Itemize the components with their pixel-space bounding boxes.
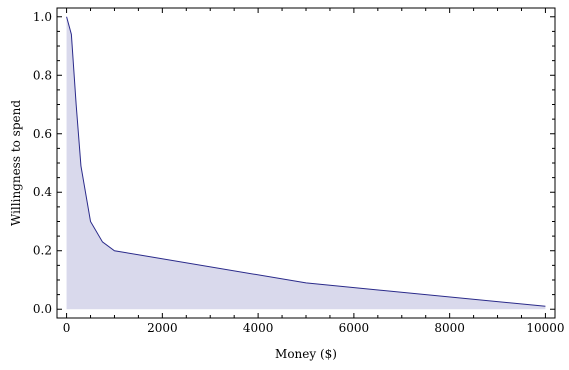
y-axis-title: Willingness to spend [9, 100, 23, 226]
x-axis-title: Money ($) [275, 347, 337, 361]
axis-ticks: 0 2000 4000 6000 8000 10000 0.0 0.2 0.4 0.6 0.8 1.0 [33, 8, 565, 335]
series-area-fill [66, 16, 546, 310]
y-tick-label: 0.0 [33, 302, 52, 316]
y-tick-label: 0.2 [33, 244, 52, 258]
x-tick-label: 2000 [147, 321, 178, 335]
y-tick-label: 1.0 [33, 10, 52, 24]
x-tick-label: 6000 [339, 321, 370, 335]
x-tick-label: 10000 [526, 321, 564, 335]
y-tick-label: 0.8 [33, 68, 52, 82]
x-tick-label: 8000 [434, 321, 465, 335]
y-tick-label: 0.6 [33, 127, 52, 141]
series-line [66, 16, 546, 307]
plot-area [66, 16, 546, 310]
y-tick-label: 0.4 [33, 185, 52, 199]
x-tick-label: 4000 [243, 321, 274, 335]
x-tick-label: 0 [63, 321, 71, 335]
